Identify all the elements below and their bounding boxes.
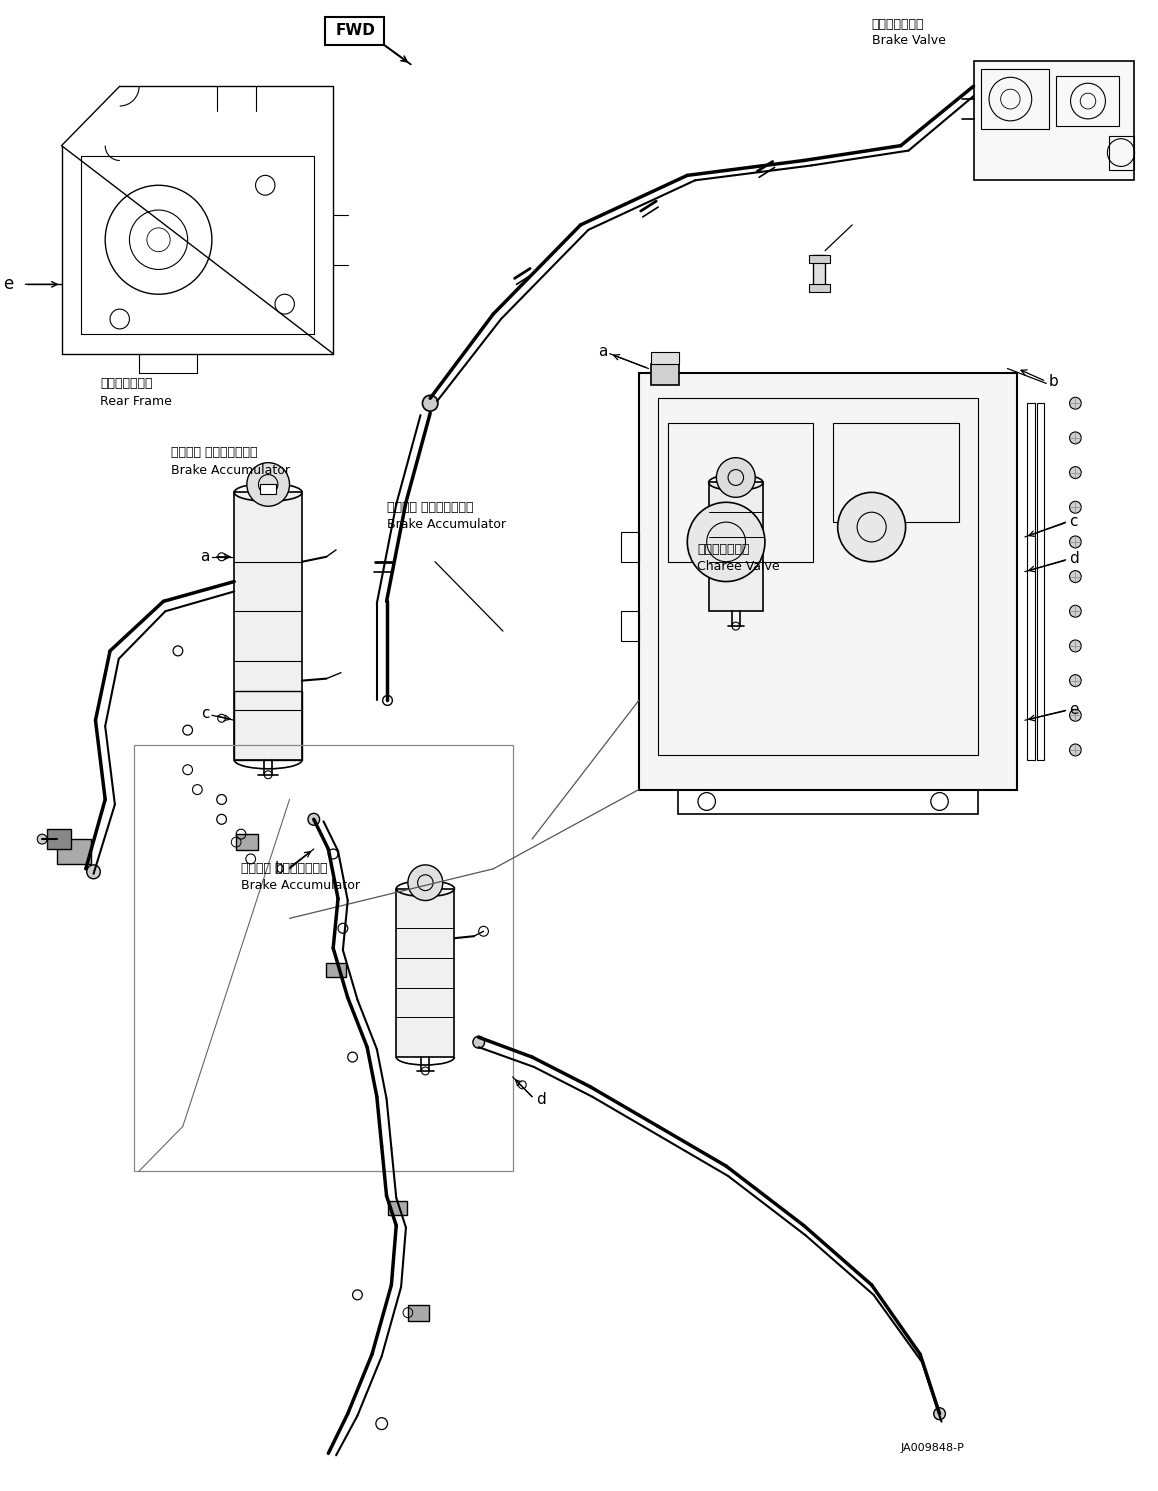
Circle shape [1070, 535, 1082, 547]
Bar [408, 1305, 430, 1321]
Text: Brake Accumulator: Brake Accumulator [387, 517, 506, 531]
Circle shape [1070, 640, 1082, 652]
Bar [833, 423, 959, 522]
Circle shape [1070, 744, 1082, 756]
Text: e: e [1070, 702, 1079, 717]
Bar [974, 61, 1134, 180]
Text: チャージバルブ: チャージバルブ [697, 543, 749, 556]
Bar [1056, 76, 1119, 125]
Text: d: d [1070, 552, 1079, 567]
Circle shape [1070, 501, 1082, 513]
Bar [668, 423, 813, 562]
Text: JA009848-P: JA009848-P [901, 1443, 965, 1454]
Text: a: a [200, 549, 210, 564]
Bar [639, 374, 1017, 790]
Circle shape [1070, 710, 1082, 722]
Circle shape [933, 1408, 945, 1419]
Bar [261, 485, 276, 495]
Text: FWD: FWD [336, 24, 375, 39]
Bar [57, 839, 90, 863]
Bar [981, 70, 1049, 128]
Bar [813, 255, 824, 289]
Text: ブレーキ アキュムレータ: ブレーキ アキュムレータ [387, 501, 472, 514]
Circle shape [1070, 571, 1082, 583]
Bar [808, 285, 830, 292]
Text: b: b [274, 862, 285, 877]
Circle shape [1070, 674, 1082, 686]
Circle shape [1070, 397, 1082, 409]
Circle shape [423, 395, 438, 412]
Text: a: a [599, 344, 608, 359]
Text: Brake Accumulator: Brake Accumulator [241, 880, 360, 892]
Bar [1109, 136, 1134, 170]
Circle shape [1070, 605, 1082, 617]
Circle shape [472, 1036, 484, 1048]
Bar [234, 690, 302, 760]
Text: Rear Frame: Rear Frame [101, 395, 173, 407]
Circle shape [37, 833, 47, 844]
Circle shape [1070, 432, 1082, 444]
Bar [709, 483, 763, 611]
Circle shape [247, 462, 290, 507]
Circle shape [688, 502, 765, 581]
Bar [622, 532, 639, 562]
Circle shape [87, 865, 101, 878]
Text: ブレーキバルブ: ブレーキバルブ [872, 18, 924, 31]
Circle shape [717, 458, 755, 498]
Bar [396, 889, 454, 1057]
Text: d: d [536, 1093, 545, 1108]
Circle shape [308, 814, 320, 825]
Bar [808, 255, 830, 262]
Text: Brake Valve: Brake Valve [872, 34, 946, 48]
Bar [622, 611, 639, 641]
Bar [47, 829, 72, 848]
Bar [1036, 403, 1045, 760]
Bar [652, 364, 679, 385]
Text: b: b [1048, 374, 1058, 389]
Text: リヤーフレーム: リヤーフレーム [101, 377, 153, 391]
Bar [234, 492, 302, 760]
Bar [658, 398, 979, 754]
Text: Charee Valve: Charee Valve [697, 561, 779, 573]
Bar [677, 790, 979, 814]
Bar [134, 746, 513, 1170]
Text: ブレーキ アキュムレータ: ブレーキ アキュムレータ [241, 862, 328, 875]
Circle shape [837, 492, 906, 562]
Circle shape [1070, 467, 1082, 479]
Text: Brake Accumulator: Brake Accumulator [171, 464, 291, 477]
Circle shape [408, 865, 442, 901]
Bar [236, 833, 257, 850]
Text: e: e [3, 276, 13, 294]
Bar [1027, 403, 1034, 760]
Text: ブレーキ アキュムレータ: ブレーキ アキュムレータ [171, 446, 258, 459]
Text: c: c [1070, 513, 1078, 529]
Bar [652, 352, 679, 364]
Bar [388, 1200, 406, 1215]
Bar [327, 963, 346, 977]
Bar [325, 16, 383, 45]
Text: c: c [201, 705, 210, 720]
